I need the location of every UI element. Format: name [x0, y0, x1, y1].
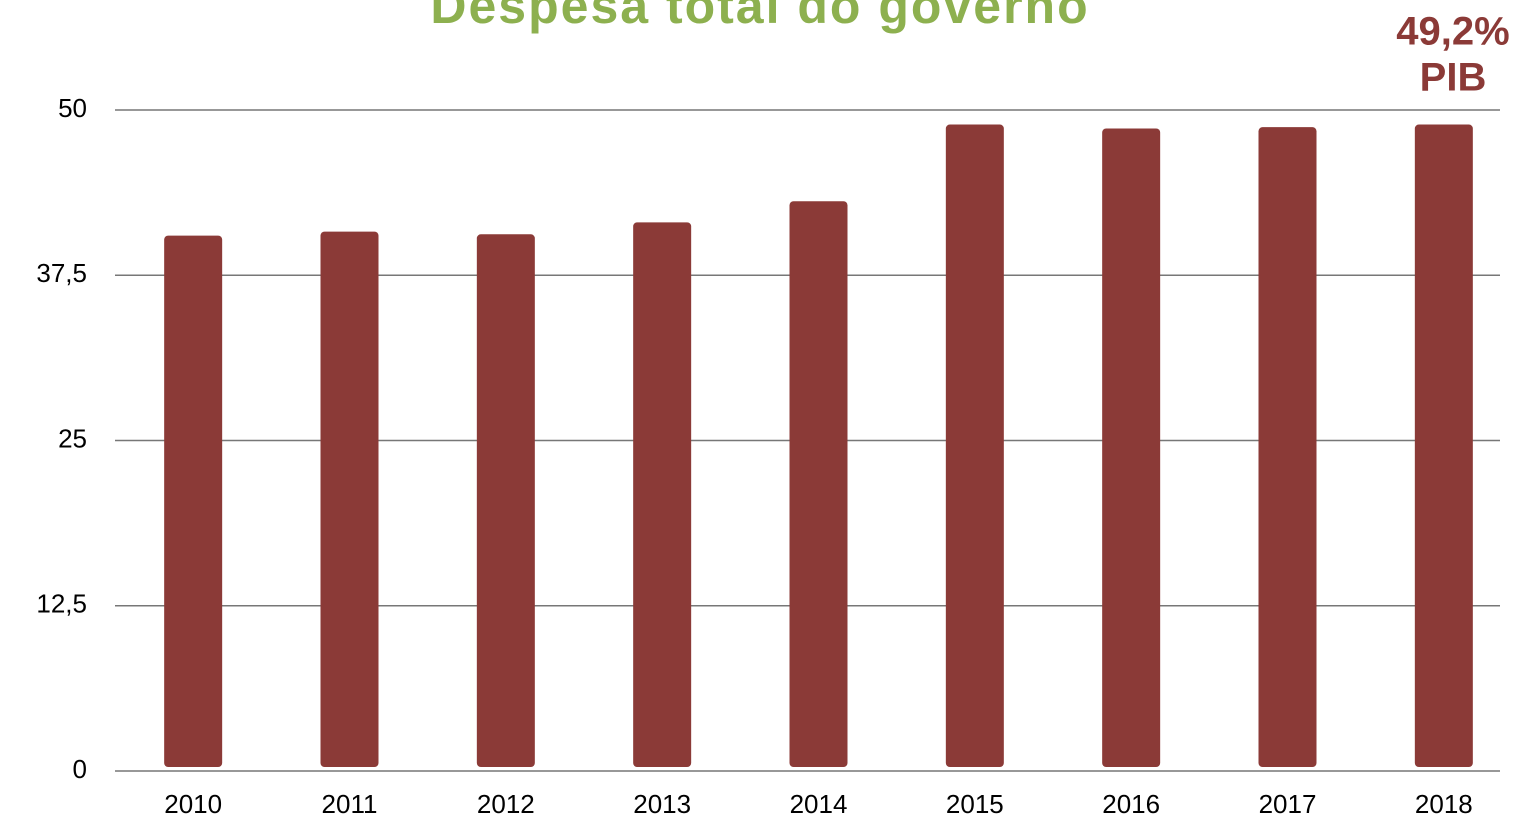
- y-tick-label: 25: [58, 423, 87, 453]
- bar: [321, 232, 379, 767]
- x-tick-label: 2013: [633, 789, 691, 819]
- x-tick-label: 2011: [322, 789, 378, 819]
- x-tick-label: 2012: [477, 789, 535, 819]
- annotation: 49,2%: [1396, 10, 1509, 54]
- chart: Despesa total do governo 49,2% PIB 0 12,5…: [0, 0, 1528, 825]
- x-tick-label: 2010: [164, 789, 222, 819]
- page: Despesa total do governo 49,2% PIB 0 12,5…: [0, 0, 1528, 825]
- x-tick-label: 2016: [1102, 789, 1160, 819]
- y-tick-label: 50: [58, 93, 87, 123]
- x-tick-label: 2014: [790, 789, 848, 819]
- bar: [477, 234, 535, 767]
- bar: [946, 125, 1004, 767]
- bar: [1415, 125, 1473, 767]
- annotation: PIB: [1420, 56, 1487, 100]
- bar: [790, 201, 848, 767]
- x-tick-label: 2018: [1415, 789, 1473, 819]
- y-tick-label: 37,5: [36, 258, 87, 288]
- bar: [1259, 127, 1317, 767]
- chart-title: Despesa total do governo: [430, 0, 1089, 34]
- x-tick-label: 2017: [1259, 789, 1317, 819]
- bar: [633, 222, 691, 767]
- y-tick-label: 12,5: [36, 589, 87, 619]
- bar: [164, 236, 222, 767]
- bar: [1102, 129, 1160, 767]
- x-tick-label: 2015: [946, 789, 1004, 819]
- y-tick-label: 0: [73, 754, 87, 784]
